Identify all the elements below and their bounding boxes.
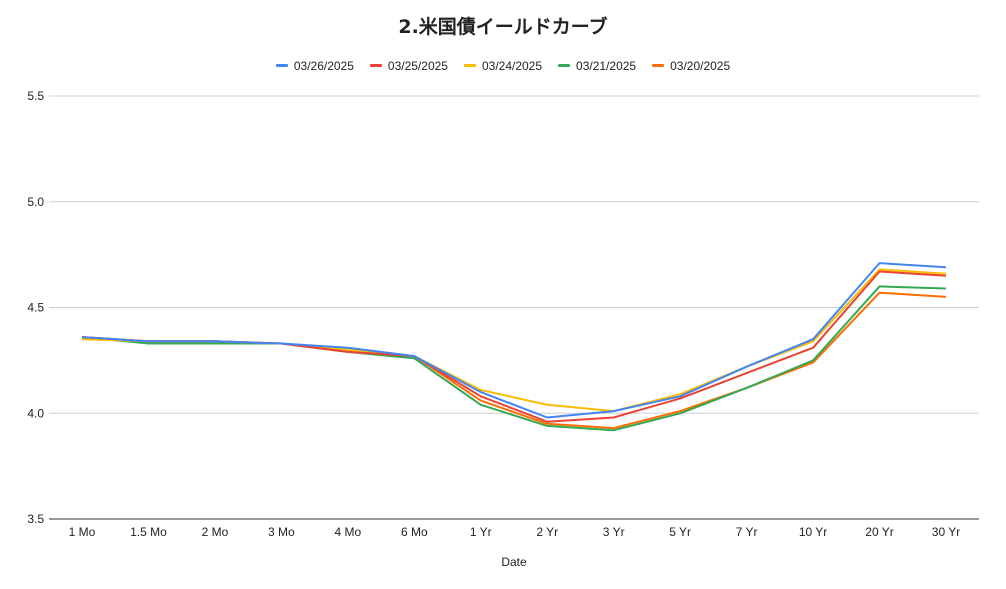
y-tick-label: 3.5	[27, 512, 44, 526]
legend-swatch	[275, 64, 288, 67]
legend-entry: 03/24/2025	[463, 58, 543, 73]
x-tick-label: 1.5 Mo	[130, 525, 167, 539]
legend-label: 03/26/2025	[293, 58, 354, 73]
legend-entry: 03/25/2025	[369, 58, 448, 73]
legend-swatch	[558, 64, 571, 67]
x-tick-label: 1 Mo	[69, 525, 96, 539]
x-tick-label: 3 Mo	[268, 525, 295, 539]
x-tick-label: 1 Yr	[470, 525, 492, 539]
legend-label: 03/25/2025	[387, 58, 448, 73]
legend-label: 03/24/2025	[481, 58, 543, 73]
chart-legend: 03/26/2025 03/25/2025 03/24/2025 03/21/2025…	[0, 56, 1006, 73]
legend-entry: 03/26/2025	[275, 58, 354, 73]
legend-label: 03/21/2025	[576, 58, 637, 73]
series-line	[81, 285, 947, 432]
series-line	[81, 262, 947, 419]
x-tick-label: 10 Yr	[799, 525, 827, 539]
chart-title: 2.米国債イールドカーブ	[398, 16, 608, 38]
series-line	[81, 268, 947, 413]
x-tick-label: 5 Yr	[669, 525, 691, 539]
legend-entry: 03/20/2025	[652, 59, 730, 73]
x-tick-label: 4 Mo	[335, 525, 362, 539]
legend-label: 03/20/2025	[670, 58, 731, 73]
x-axis-title: Date	[501, 555, 527, 569]
x-tick-label: 20 Yr	[865, 525, 893, 539]
legend-swatch	[369, 64, 382, 67]
y-tick-label: 5.0	[27, 195, 44, 209]
y-tick-label: 4.5	[27, 301, 44, 315]
legend-entry: 03/21/2025	[558, 59, 636, 73]
legend-swatch	[652, 64, 665, 67]
series-line	[81, 291, 947, 430]
x-tick-label: 7 Yr	[736, 525, 758, 539]
x-tick-label: 3 Yr	[603, 525, 625, 539]
legend-swatch	[463, 64, 476, 67]
x-tick-label: 2 Yr	[536, 525, 558, 539]
x-tick-label: 6 Mo	[401, 525, 428, 539]
x-tick-label: 30 Yr	[932, 525, 960, 539]
y-tick-label: 4.0	[27, 406, 44, 420]
series-line	[81, 270, 947, 423]
y-tick-label: 5.5	[27, 89, 44, 103]
x-tick-label: 2 Mo	[202, 525, 229, 539]
